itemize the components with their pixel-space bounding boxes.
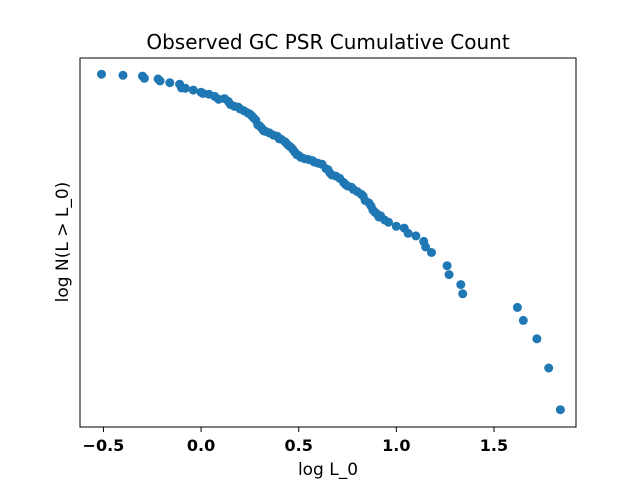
data-point (532, 334, 542, 344)
x-axis-ticks: −0.5 0.0 0.5 1.0 1.5 (83, 427, 508, 455)
data-point (155, 76, 165, 86)
data-point (384, 217, 393, 227)
data-point (391, 221, 401, 231)
data-points (97, 69, 565, 415)
x-axis-label: log L_0 (298, 460, 358, 480)
plot-frame (79, 57, 577, 428)
data-point (411, 231, 421, 241)
data-point (97, 69, 106, 79)
x-tick-label: 0.5 (285, 436, 313, 455)
data-point (180, 83, 190, 93)
data-point (139, 73, 149, 83)
x-tick-label: −0.5 (83, 436, 125, 455)
data-point (544, 363, 554, 373)
data-point (442, 261, 452, 271)
data-point (188, 85, 198, 95)
data-point (118, 70, 128, 80)
data-point (403, 228, 413, 238)
chart-title: Observed GC PSR Cumulative Count (146, 30, 509, 54)
data-point (555, 405, 565, 415)
data-point (444, 270, 454, 280)
data-point (421, 242, 431, 252)
x-tick-label: 0.0 (187, 436, 215, 455)
data-point (518, 315, 528, 325)
x-tick-label: 1.0 (382, 436, 410, 455)
x-tick-label: 1.5 (480, 436, 508, 455)
data-point (458, 289, 468, 299)
data-point (427, 248, 436, 257)
data-point (165, 78, 175, 88)
data-point (456, 280, 466, 290)
data-point (512, 302, 522, 312)
y-axis-label: log N(L > L_0) (53, 182, 73, 303)
